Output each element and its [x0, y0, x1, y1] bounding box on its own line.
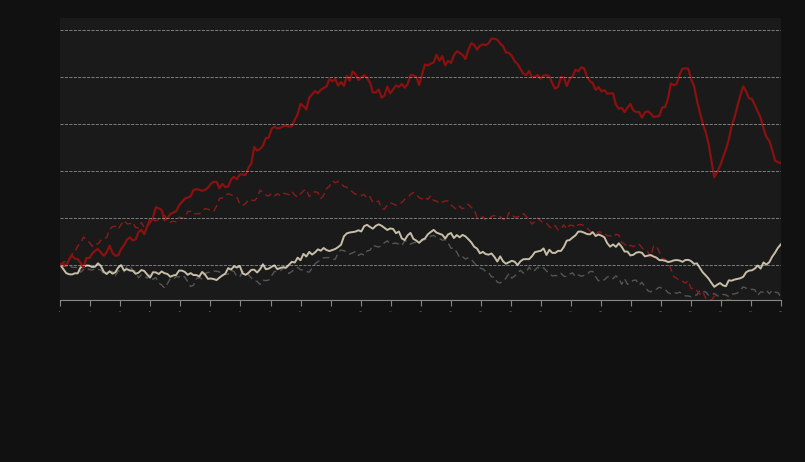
Legend: , , , : , , ,: [138, 460, 309, 462]
